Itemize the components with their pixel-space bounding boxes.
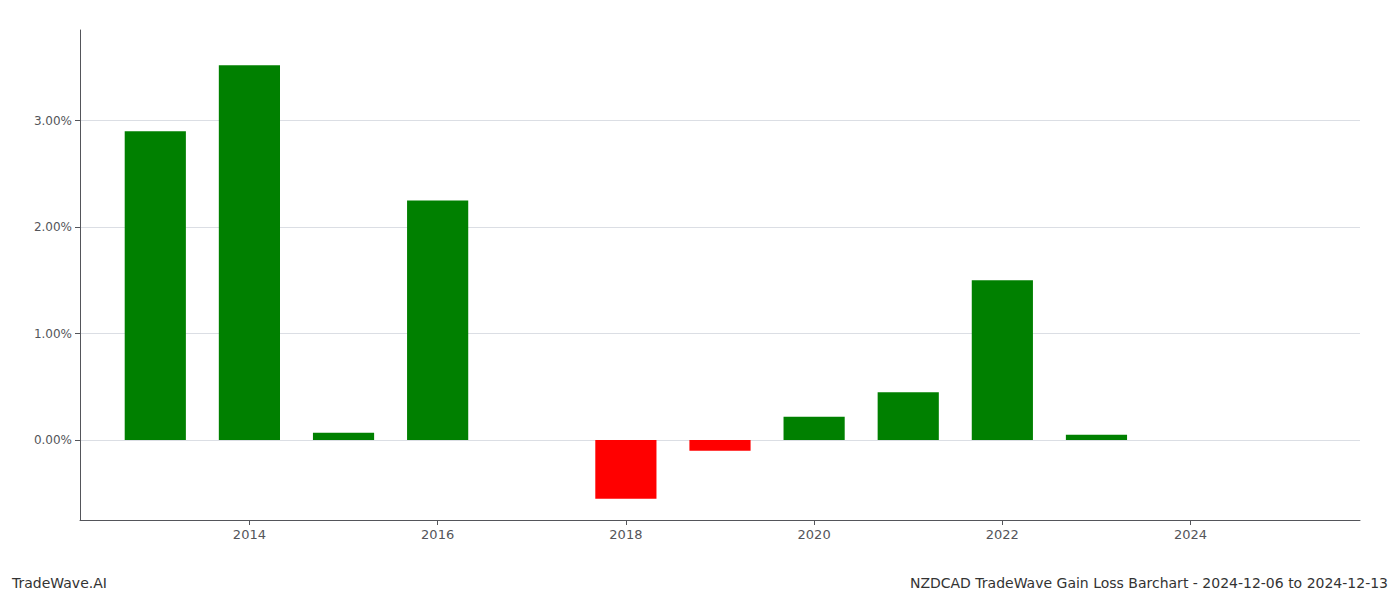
svg-text:2018: 2018 [609, 527, 642, 542]
svg-text:TradeWave.AI: TradeWave.AI [11, 575, 107, 591]
svg-text:1.00%: 1.00% [34, 327, 72, 341]
svg-text:2020: 2020 [798, 527, 831, 542]
svg-text:0.00%: 0.00% [34, 433, 72, 447]
svg-text:3.00%: 3.00% [34, 114, 72, 128]
svg-text:2022: 2022 [986, 527, 1019, 542]
svg-text:2016: 2016 [421, 527, 454, 542]
svg-text:2024: 2024 [1174, 527, 1207, 542]
svg-text:2014: 2014 [233, 527, 266, 542]
svg-text:2.00%: 2.00% [34, 220, 72, 234]
svg-text:NZDCAD TradeWave Gain Loss Bar: NZDCAD TradeWave Gain Loss Barchart - 20… [910, 575, 1388, 591]
